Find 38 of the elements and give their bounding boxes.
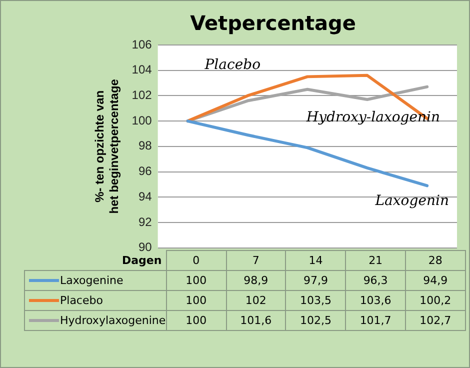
x-tick-label: 21 (346, 250, 406, 270)
legend-label: Placebo (24, 290, 166, 310)
x-tick-label: 0 (166, 250, 226, 270)
y-tick-label: 94 (138, 189, 152, 204)
annotation: Laxogenin (374, 192, 449, 209)
x-tick-label: 7 (226, 250, 286, 270)
data-label: 98,9 (226, 270, 286, 290)
data-label: 96,3 (346, 270, 406, 290)
legend-label: Hydroxylaxogenine (24, 310, 166, 330)
data-label: 103,5 (286, 290, 346, 310)
data-label: 102,5 (286, 310, 346, 330)
y-axis-title: %- ten opzichte van het beginvetpercentage (92, 78, 121, 214)
data-label: 101,6 (226, 310, 286, 330)
data-label: 100 (166, 270, 226, 290)
x-tick-label: 14 (286, 250, 346, 270)
data-label: 103,6 (346, 290, 406, 310)
data-label: 100 (166, 290, 226, 310)
y-tick-label: 100 (132, 113, 152, 128)
chart-title: Vetpercentage (190, 11, 356, 36)
y-tick-label: 96 (138, 164, 152, 178)
data-label: 102 (226, 290, 286, 310)
y-tick-label: 104 (132, 62, 152, 77)
data-label: 100,2 (405, 290, 466, 310)
x-axis-title: Dagen (120, 252, 163, 269)
data-label: 97,9 (286, 270, 346, 290)
annotation: Placebo (204, 56, 260, 73)
legend-label: Laxogenine (24, 270, 166, 290)
y-tick-label: 92 (138, 214, 152, 229)
y-tick-label: 106 (132, 37, 152, 52)
data-label: 100 (166, 310, 226, 330)
y-tick-label: 102 (132, 88, 152, 102)
data-label: 102,7 (405, 310, 466, 330)
y-tick-label: 90 (138, 240, 152, 254)
annotation: Hydroxy-laxogenin (305, 110, 440, 126)
data-label: 101,7 (346, 310, 406, 330)
x-tick-label: 28 (405, 250, 466, 270)
y-tick-label: 98 (138, 138, 152, 153)
data-label: 94,9 (405, 270, 466, 290)
